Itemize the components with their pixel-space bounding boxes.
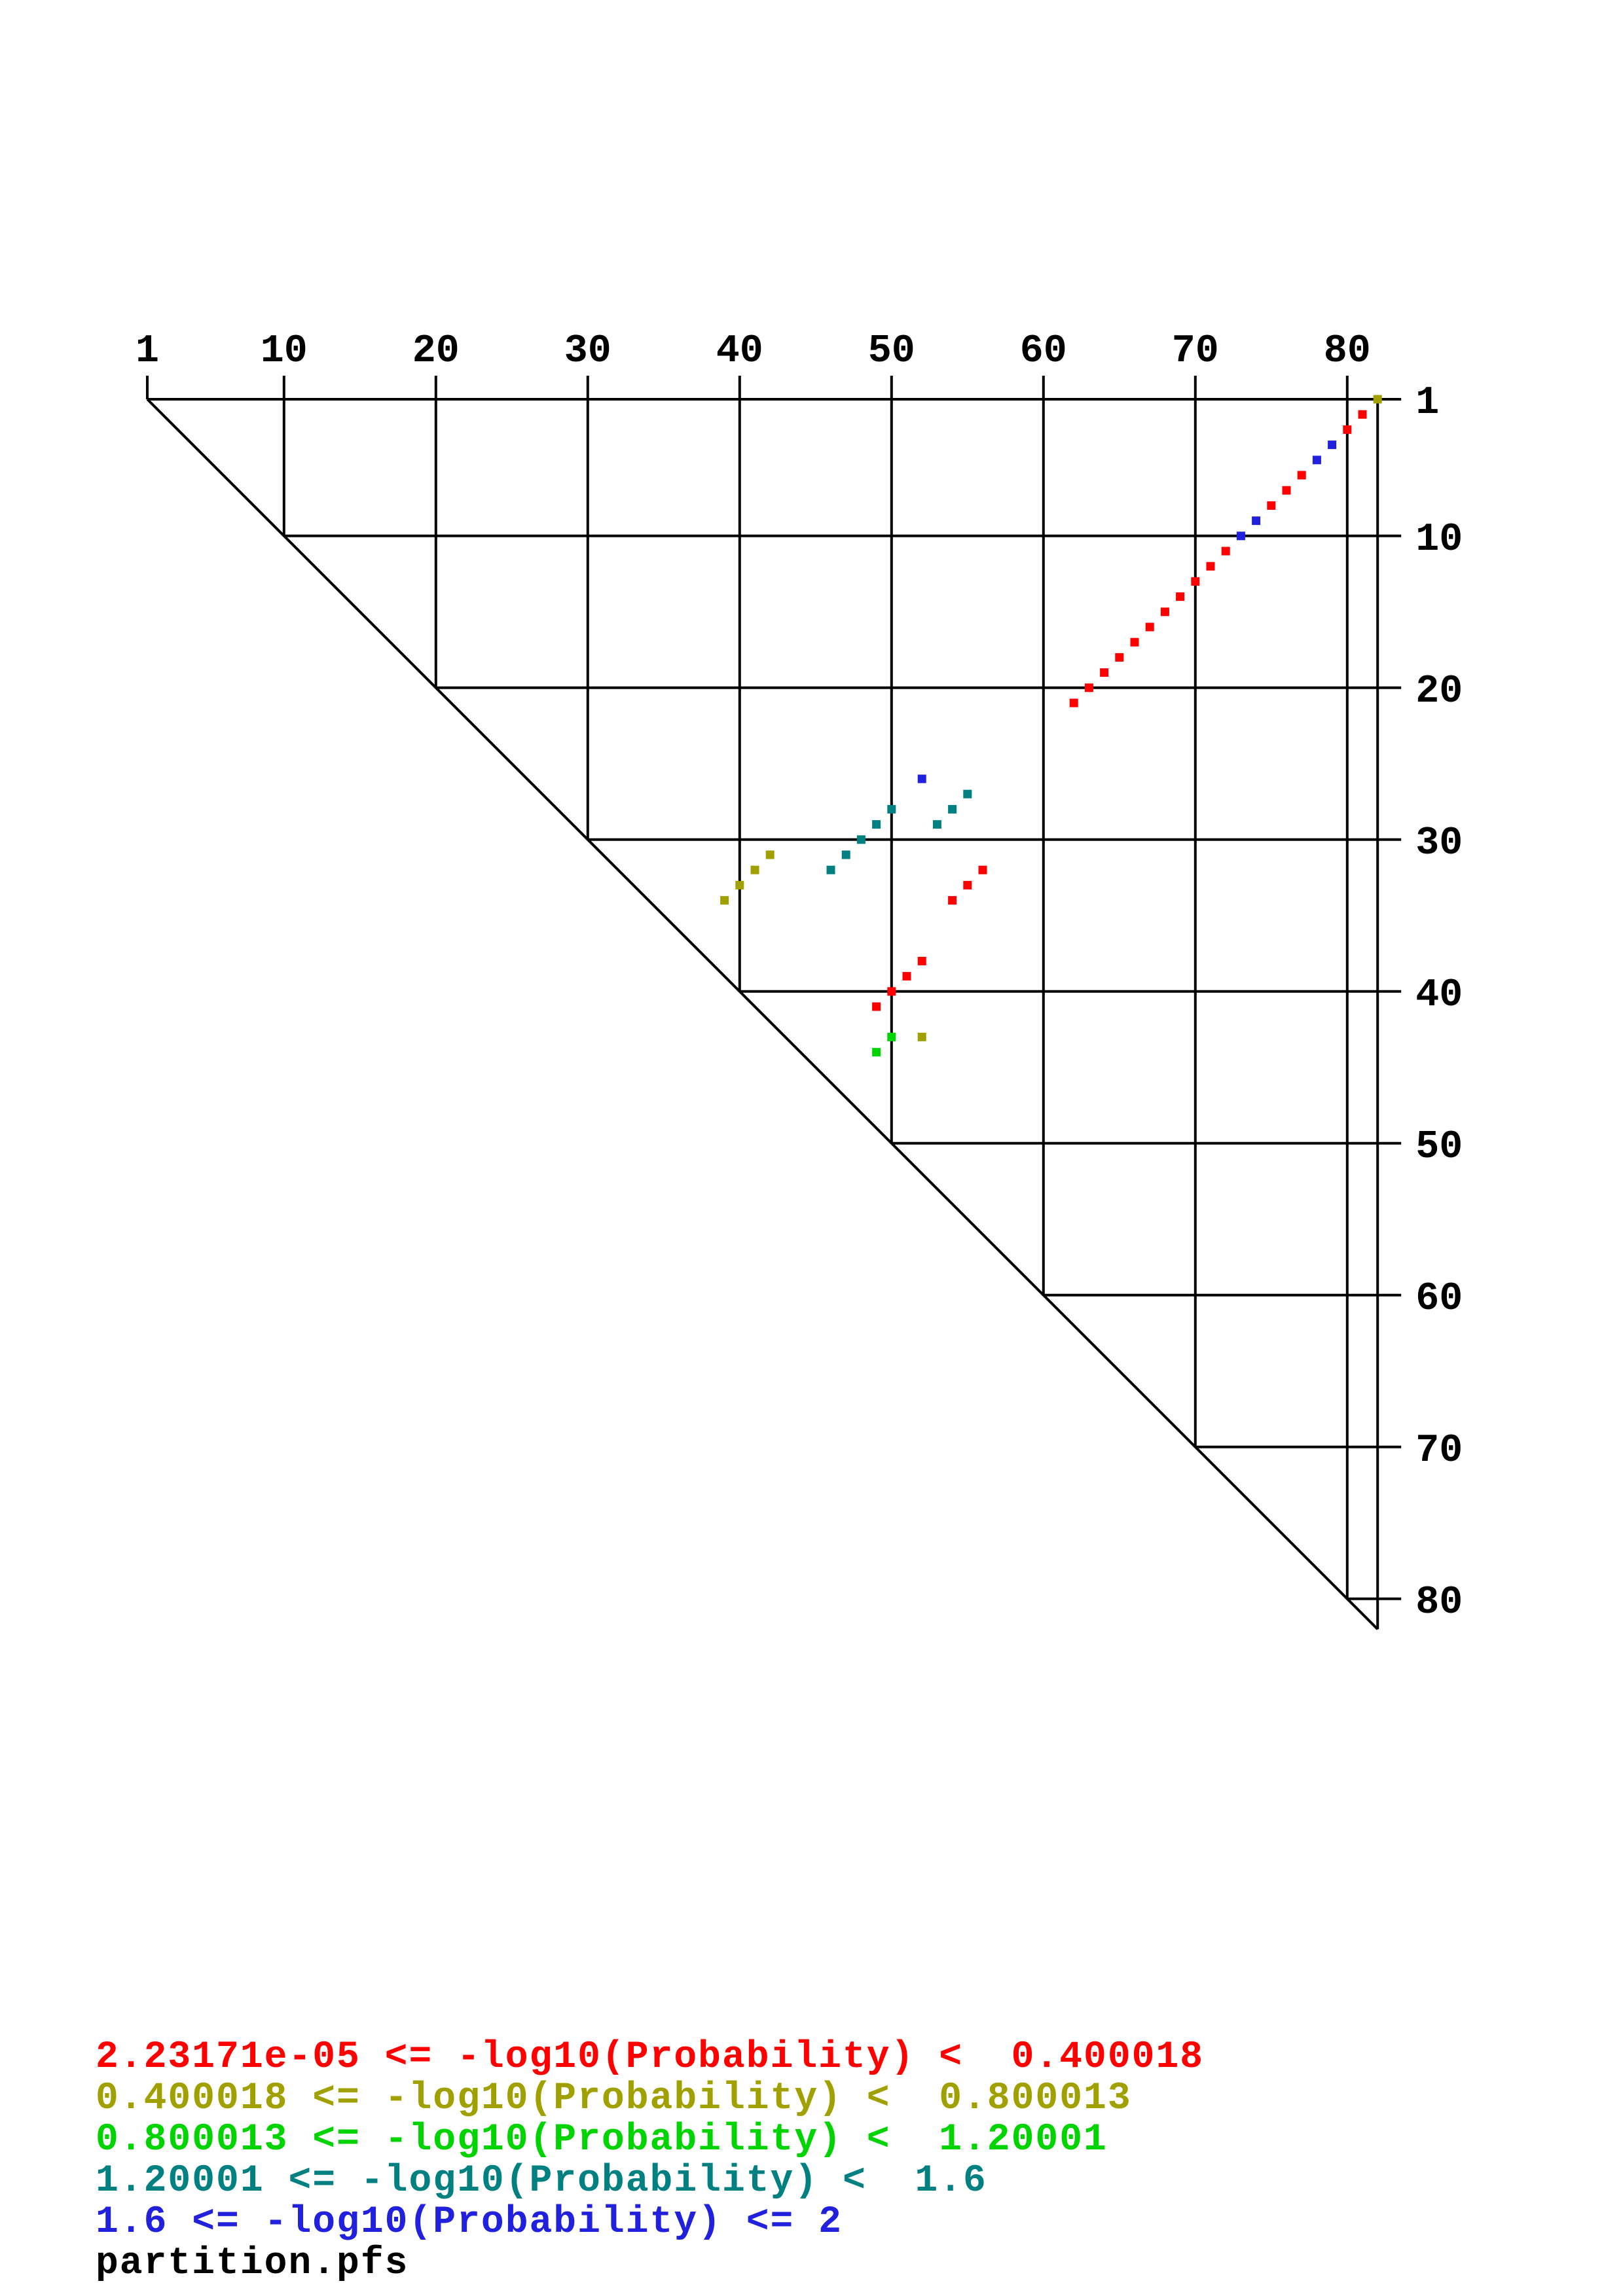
right-tick-label: 20: [1415, 670, 1463, 714]
top-tick-label: 40: [716, 329, 763, 374]
diagonal-line: [146, 398, 1379, 1630]
legend-line-green: 0.800013 <= -log10(Probability) < 1.2000…: [96, 2119, 1108, 2161]
right-tick-label: 1: [1415, 381, 1439, 425]
top-tick-label: 70: [1172, 329, 1219, 374]
probability-dot: [963, 789, 972, 798]
probability-dot: [1373, 395, 1382, 404]
probability-dot: [902, 972, 911, 981]
probability-dot: [963, 880, 972, 889]
probability-dot: [1084, 683, 1093, 692]
probability-dot: [1236, 531, 1245, 541]
legend: 2.23171e-05 <= -log10(Probability) < 0.4…: [96, 2037, 1204, 2284]
probability-dot: [765, 850, 775, 859]
probability-dot: [1267, 501, 1276, 510]
probability-dot: [1358, 410, 1367, 419]
probability-dot: [841, 850, 850, 859]
filename-label: partition.pfs: [96, 2242, 409, 2285]
legend-line-teal: 1.20001 <= -log10(Probability) < 1.6: [96, 2160, 987, 2202]
probability-dot: [1160, 607, 1169, 617]
right-tick-label: 30: [1415, 821, 1463, 866]
legend-line-olive: 0.400018 <= -log10(Probability) < 0.8000…: [96, 2077, 1132, 2120]
probability-dot: [1282, 486, 1291, 495]
probability-dot: [1115, 653, 1124, 662]
probability-dot: [887, 1032, 896, 1041]
probability-dot: [720, 896, 729, 905]
right-tick-label: 10: [1415, 518, 1463, 562]
top-tick-label: 80: [1324, 329, 1371, 374]
top-tick-label: 60: [1020, 329, 1067, 374]
probability-dot: [856, 835, 866, 844]
probability-dot: [948, 804, 957, 814]
probability-dot: [1221, 547, 1230, 556]
probability-dot: [978, 865, 987, 874]
probability-dot: [1145, 622, 1154, 632]
probability-dot: [932, 820, 941, 829]
probability-dot: [735, 880, 744, 889]
probability-dot: [1343, 425, 1352, 434]
probability-dot: [1130, 637, 1139, 647]
legend-line-blue: 1.6 <= -log10(Probability) <= 2: [96, 2201, 843, 2244]
top-tick-label: 10: [261, 329, 308, 374]
right-tick-label: 50: [1415, 1125, 1463, 1170]
probability-dot: [887, 804, 896, 814]
probability-dot: [1206, 562, 1215, 571]
top-tick-label: 1: [136, 329, 159, 374]
probability-dot: [872, 1048, 881, 1057]
right-tick-label: 70: [1415, 1429, 1463, 1473]
probability-dot: [948, 896, 957, 905]
probability-dot: [917, 956, 926, 965]
probability-dot: [826, 865, 835, 874]
right-tick-label: 60: [1415, 1277, 1463, 1321]
right-tick-label: 80: [1415, 1581, 1463, 1625]
right-tick-label: 40: [1415, 973, 1463, 1018]
probability-dot: [1191, 577, 1200, 586]
probability-dot: [1100, 668, 1109, 677]
probability-dot: [1297, 471, 1306, 480]
probability-dot: [887, 987, 896, 996]
legend-line-red: 2.23171e-05 <= -log10(Probability) < 0.4…: [96, 2036, 1205, 2079]
probability-dot: [1252, 516, 1261, 526]
probability-dot: [917, 774, 926, 783]
top-tick-label: 30: [564, 329, 611, 374]
probability-dot: [872, 820, 881, 829]
top-tick-label: 20: [412, 329, 460, 374]
probability-dot: [872, 1002, 881, 1011]
probability-dot: [1069, 698, 1078, 708]
probability-dot: [1312, 456, 1321, 465]
probability-dot: [917, 1032, 926, 1041]
probability-dot: [1328, 440, 1337, 450]
top-tick-label: 50: [868, 329, 915, 374]
probability-dot: [1176, 592, 1185, 601]
probability-dot: [750, 865, 759, 874]
